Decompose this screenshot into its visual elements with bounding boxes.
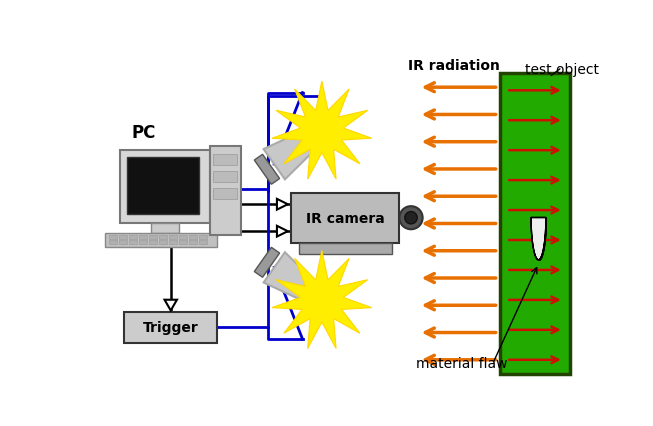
- Polygon shape: [165, 300, 177, 311]
- Bar: [210, 147, 240, 236]
- Bar: [169, 241, 177, 245]
- Bar: [291, 193, 400, 243]
- Bar: [105, 233, 217, 247]
- Bar: [151, 224, 178, 233]
- Text: material flaw: material flaw: [415, 356, 507, 370]
- Text: IR camera: IR camera: [306, 211, 385, 225]
- Circle shape: [400, 207, 422, 230]
- Bar: [149, 236, 157, 239]
- Bar: [124, 312, 217, 343]
- Bar: [119, 241, 127, 245]
- Circle shape: [310, 289, 334, 313]
- Bar: [500, 74, 570, 374]
- Bar: [199, 236, 207, 239]
- Bar: [139, 236, 147, 239]
- Bar: [214, 189, 236, 199]
- Polygon shape: [272, 251, 372, 349]
- Polygon shape: [277, 226, 288, 237]
- Polygon shape: [272, 82, 372, 180]
- Bar: [180, 241, 187, 245]
- Circle shape: [405, 212, 417, 225]
- Bar: [159, 236, 167, 239]
- Polygon shape: [264, 125, 326, 180]
- Bar: [169, 236, 177, 239]
- Bar: [189, 236, 197, 239]
- Text: test object: test object: [525, 63, 599, 77]
- Polygon shape: [254, 248, 279, 278]
- Bar: [119, 236, 127, 239]
- Bar: [214, 172, 236, 182]
- Text: PC: PC: [131, 124, 156, 142]
- Text: Trigger: Trigger: [143, 321, 199, 335]
- Bar: [109, 236, 116, 239]
- Bar: [180, 236, 187, 239]
- Bar: [149, 241, 157, 245]
- Polygon shape: [531, 218, 546, 260]
- Bar: [189, 241, 197, 245]
- Polygon shape: [277, 199, 288, 210]
- Circle shape: [310, 120, 334, 144]
- Bar: [214, 155, 236, 166]
- Bar: [120, 151, 210, 224]
- Bar: [139, 241, 147, 245]
- Bar: [298, 243, 392, 255]
- Polygon shape: [254, 155, 279, 185]
- Bar: [159, 241, 167, 245]
- Bar: [129, 241, 136, 245]
- Bar: [199, 241, 207, 245]
- Text: IR radiation: IR radiation: [407, 59, 500, 72]
- Polygon shape: [264, 253, 326, 308]
- Bar: [127, 157, 199, 215]
- Bar: [109, 241, 116, 245]
- Bar: [129, 236, 136, 239]
- Polygon shape: [532, 219, 547, 261]
